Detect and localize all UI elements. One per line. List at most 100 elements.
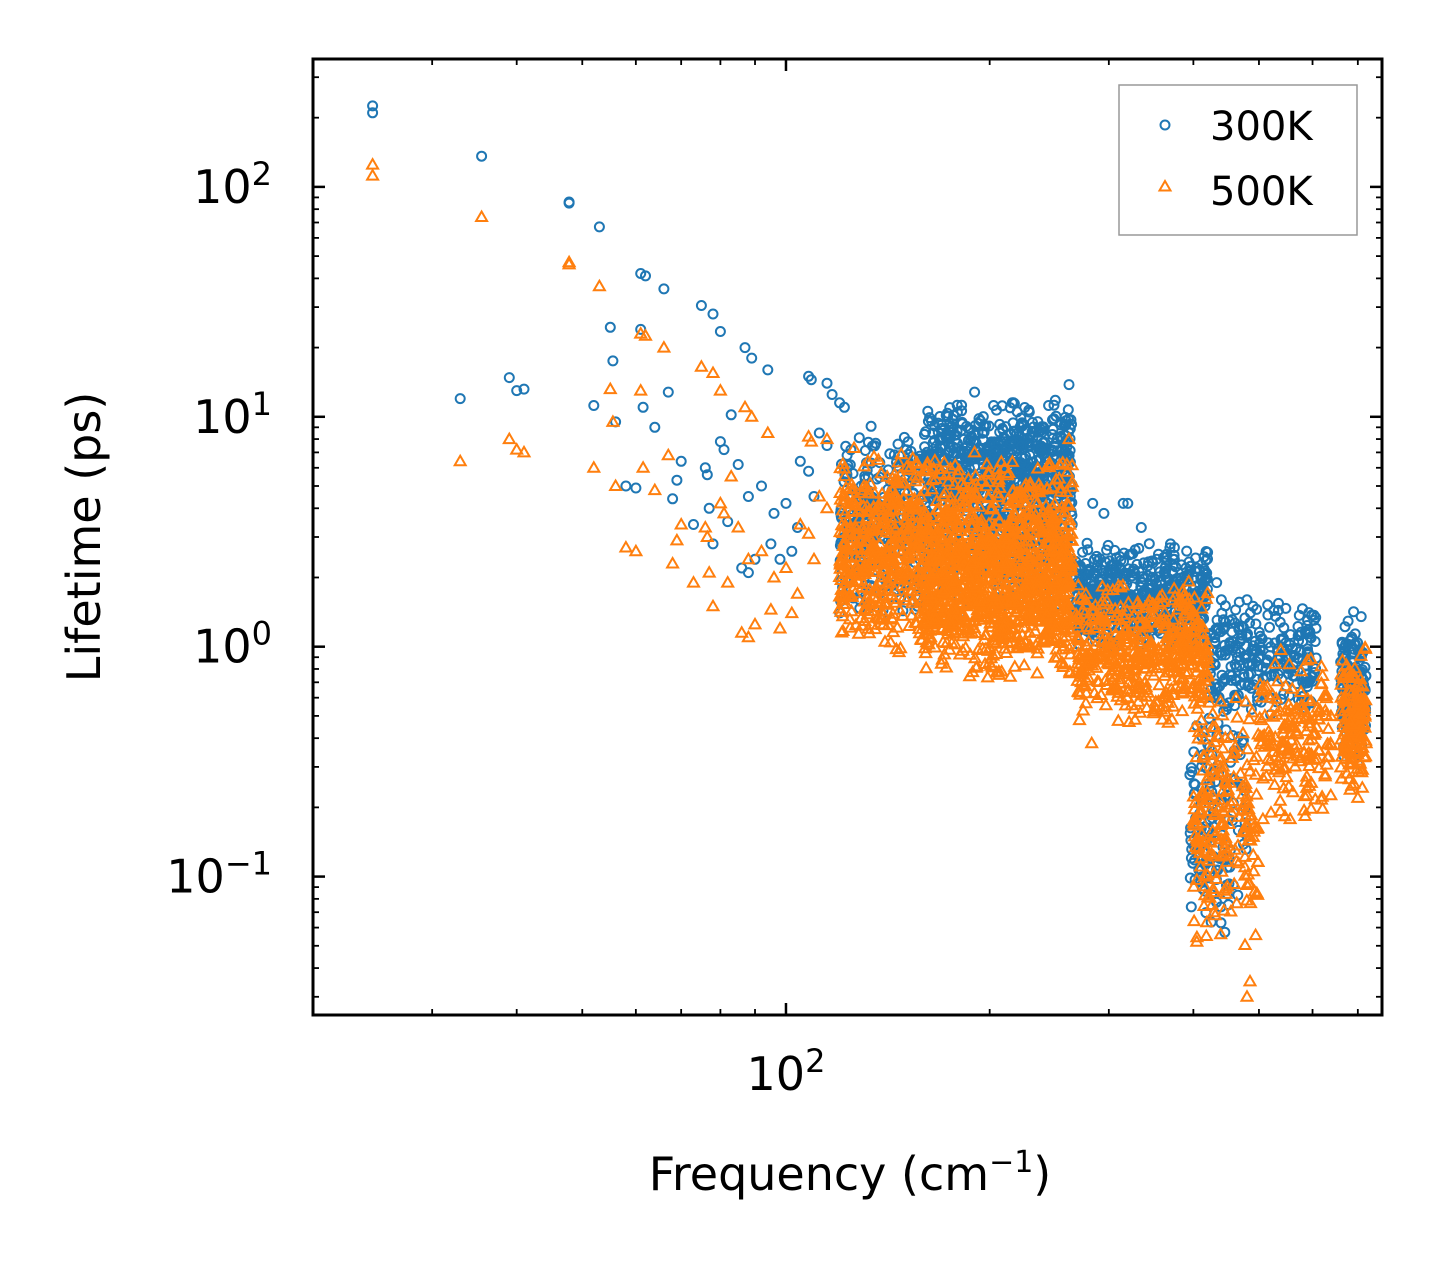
point-500K — [995, 607, 1010, 620]
point-300K — [1268, 668, 1280, 680]
point-500K — [1028, 608, 1044, 621]
point-300K — [620, 480, 632, 492]
point-500K — [1045, 604, 1061, 618]
point-300K — [813, 427, 825, 439]
point-500K — [917, 483, 932, 497]
point-300K — [762, 364, 774, 376]
point-500K — [986, 611, 1001, 624]
point-500K — [843, 563, 858, 576]
point-500K — [869, 516, 884, 529]
point-500K — [1009, 490, 1024, 504]
point-300K — [803, 465, 815, 477]
point-300K — [956, 405, 968, 417]
point-300K — [897, 605, 909, 617]
point-300K — [1037, 437, 1049, 449]
point-500K — [1030, 483, 1045, 497]
point-500K — [998, 582, 1013, 595]
point-500K — [837, 576, 853, 589]
point-300K — [1244, 607, 1256, 619]
point-300K — [1184, 769, 1196, 781]
point-300K — [1264, 621, 1275, 633]
point-300K — [1272, 604, 1284, 616]
point-500K — [943, 460, 958, 474]
point-500K — [987, 518, 1002, 531]
point-500K — [929, 493, 945, 506]
point-500K — [854, 485, 870, 498]
point-300K — [1175, 572, 1187, 584]
point-500K — [864, 603, 880, 617]
point-500K — [1053, 585, 1069, 599]
point-300K — [1066, 418, 1077, 430]
point-500K — [964, 478, 980, 491]
point-500K — [1050, 550, 1066, 563]
point-500K — [888, 595, 904, 608]
point-500K — [1011, 594, 1026, 607]
point-500K — [833, 460, 848, 474]
point-500K — [1005, 543, 1020, 556]
point-300K — [1048, 399, 1060, 411]
point-500K — [935, 652, 950, 665]
point-500K — [1045, 500, 1060, 514]
point-500K — [886, 545, 901, 559]
point-500K — [908, 468, 923, 481]
point-500K — [1037, 582, 1053, 595]
point-300K — [1133, 566, 1145, 578]
point-300K — [884, 448, 896, 460]
point-500K — [842, 535, 858, 549]
point-300K — [1197, 572, 1209, 583]
point-500K — [974, 537, 989, 550]
point-500K — [965, 506, 980, 520]
point-500K — [1037, 552, 1053, 565]
point-500K — [957, 570, 972, 583]
point-300K — [695, 300, 707, 311]
point-500K — [1057, 617, 1072, 630]
point-500K — [843, 527, 858, 541]
point-300K — [1142, 560, 1154, 572]
point-300K — [604, 321, 616, 333]
point-300K — [1202, 553, 1213, 565]
point-500K — [885, 624, 901, 638]
point-500K — [1024, 533, 1040, 547]
point-300K — [746, 352, 758, 364]
point-500K — [1049, 618, 1065, 631]
point-300K — [932, 417, 944, 429]
point-500K — [1052, 593, 1068, 606]
point-500K — [874, 612, 890, 625]
point-500K — [1014, 525, 1029, 539]
point-500K — [1000, 467, 1015, 481]
point-300K — [1092, 559, 1104, 571]
point-500K — [875, 557, 890, 570]
point-500K — [1064, 533, 1080, 546]
point-300K — [593, 221, 605, 233]
point-500K — [954, 476, 969, 490]
point-300K — [1241, 594, 1253, 606]
point-500K — [966, 490, 982, 503]
point-500K — [925, 509, 940, 523]
point-300K — [1268, 605, 1280, 616]
point-500K — [865, 550, 880, 563]
point-500K — [997, 641, 1013, 654]
point-500K — [913, 489, 928, 502]
point-300K — [1229, 658, 1241, 670]
point-500K — [977, 656, 993, 669]
point-500K — [1042, 613, 1058, 627]
point-500K — [940, 597, 955, 611]
point-500K — [1047, 650, 1063, 663]
point-500K — [910, 456, 925, 469]
point-300K — [1211, 577, 1223, 589]
point-500K — [988, 507, 1004, 521]
point-500K — [987, 545, 1003, 558]
point-500K — [960, 596, 975, 610]
point-300K — [732, 459, 744, 470]
point-300K — [1219, 674, 1231, 686]
point-300K — [1300, 668, 1312, 680]
point-500K — [935, 584, 951, 598]
point-500K — [1035, 523, 1051, 537]
point-500K — [994, 454, 1009, 467]
point-300K — [756, 480, 767, 492]
point-500K — [1054, 655, 1070, 668]
point-500K — [971, 544, 986, 557]
point-300K — [1149, 574, 1160, 585]
point-300K — [1188, 778, 1200, 790]
point-500K — [984, 619, 999, 633]
